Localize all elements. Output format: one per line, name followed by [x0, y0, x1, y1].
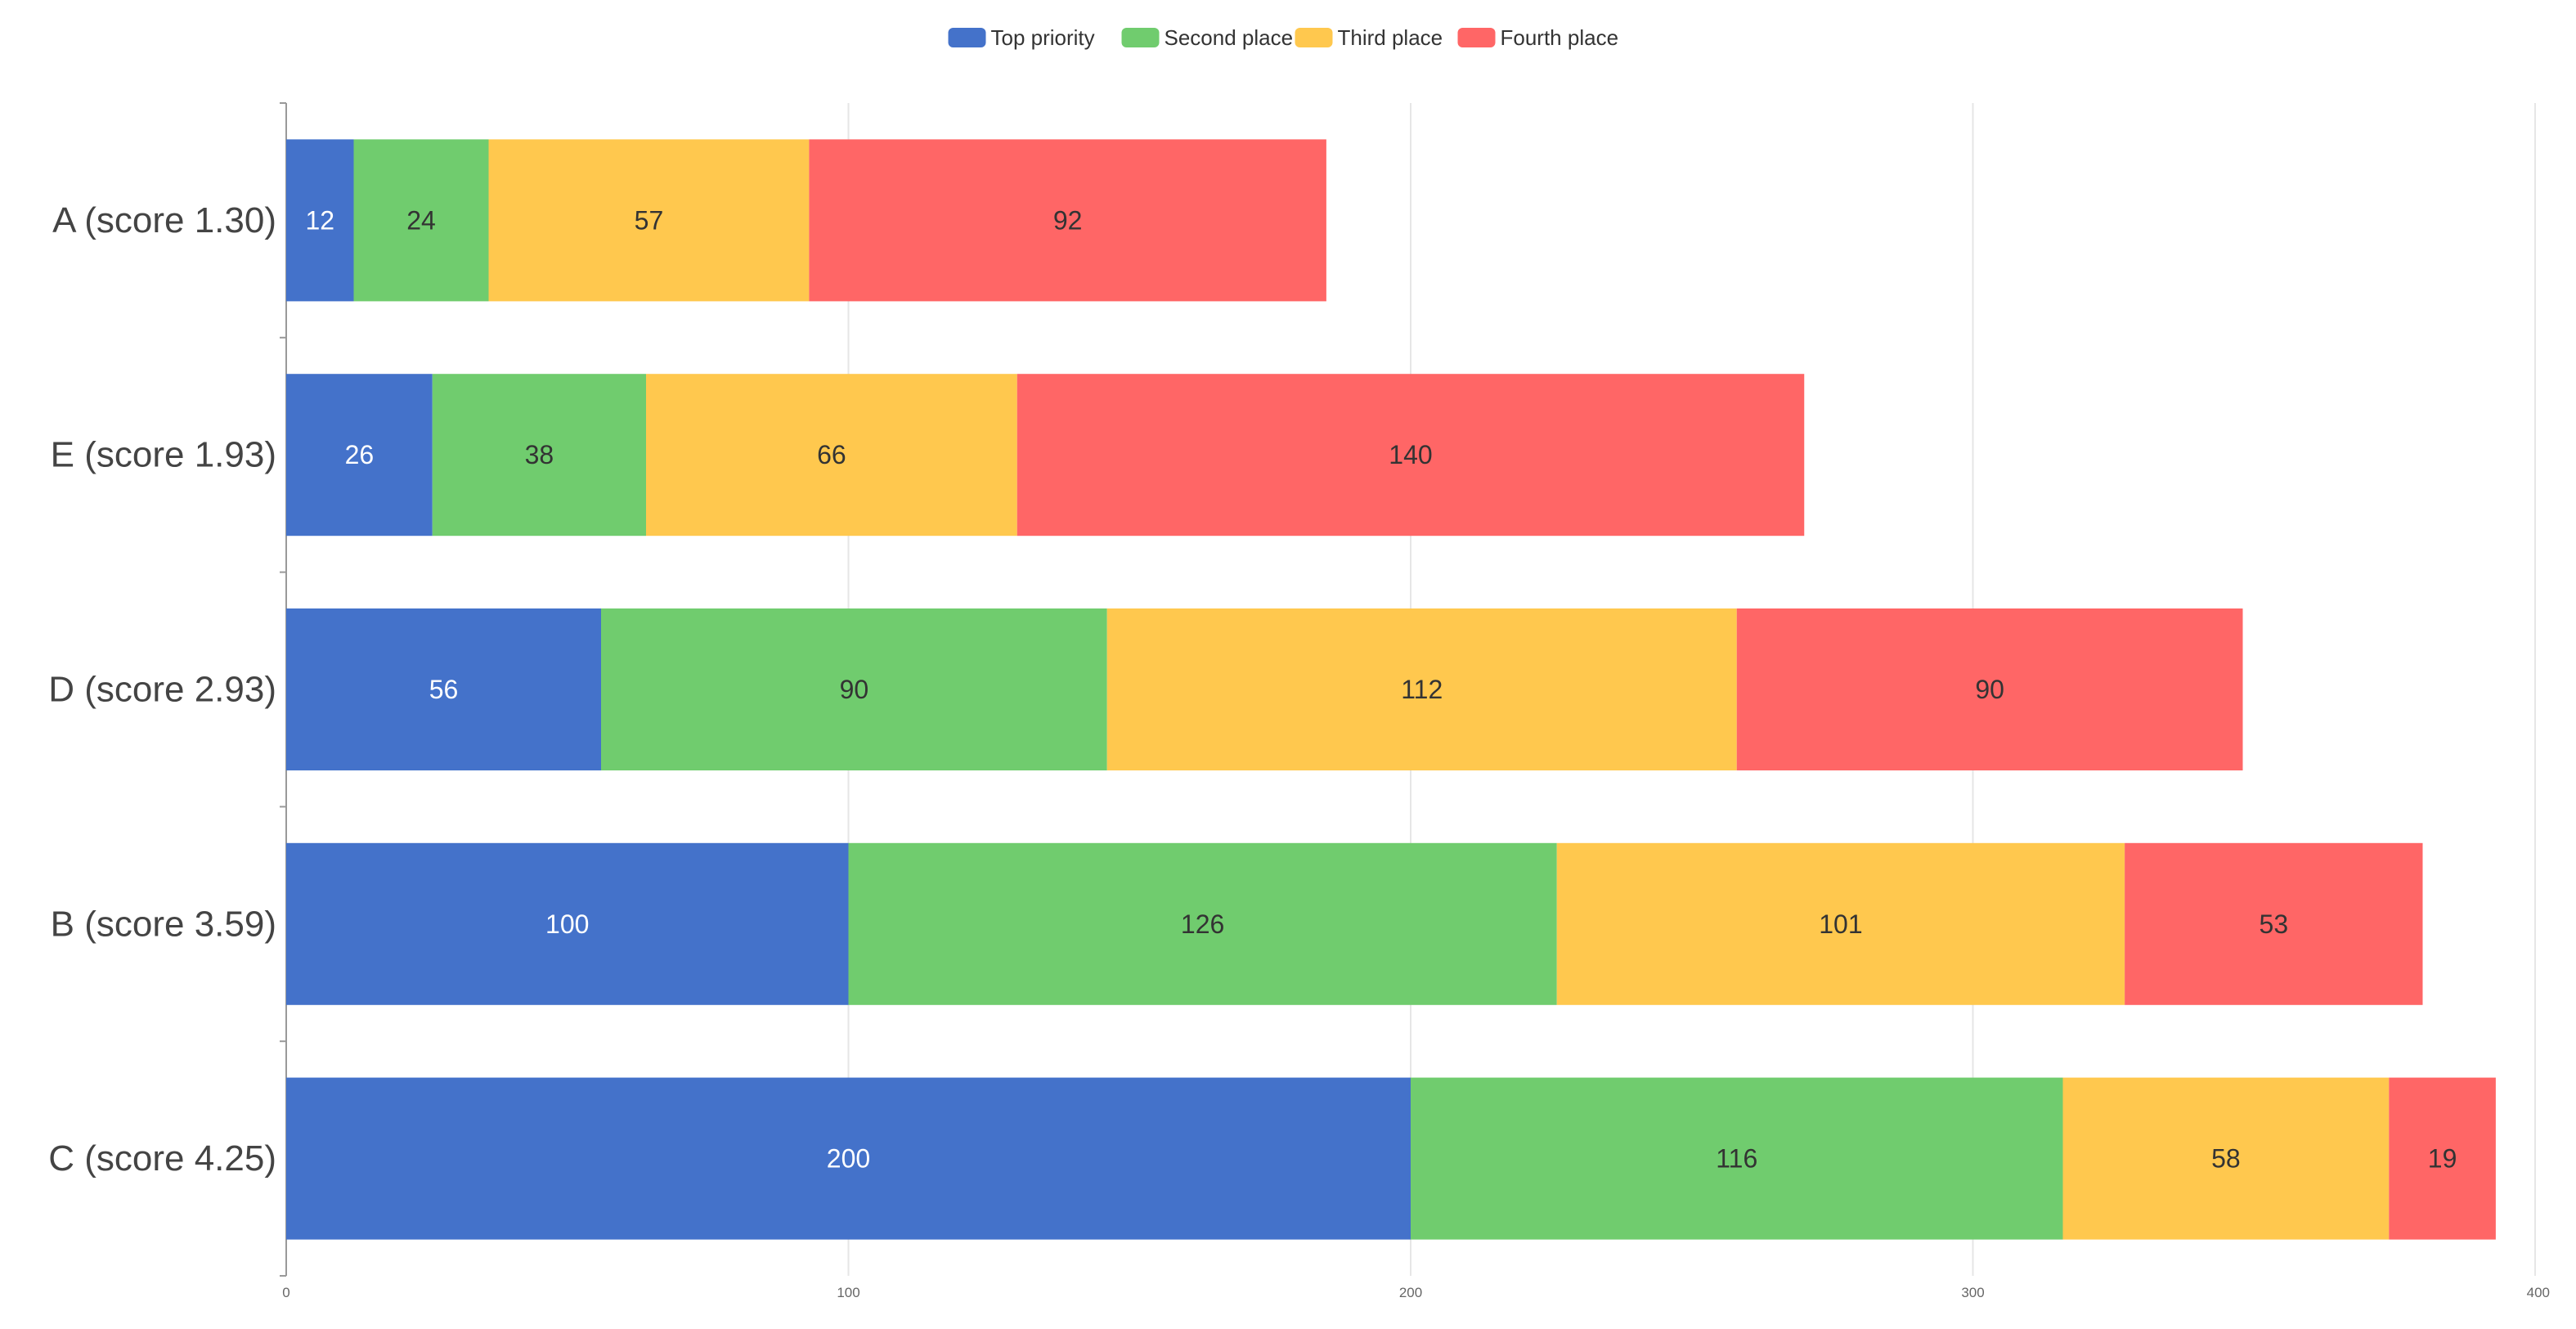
bar-0-2 [488, 139, 810, 302]
bar-1-2 [646, 374, 1017, 537]
bar-label-1-2: 66 [817, 440, 846, 469]
bar-2-0 [286, 608, 601, 770]
legend-swatch-1 [1121, 28, 1160, 47]
legend-item-3[interactable]: Fourth place [1457, 25, 1619, 50]
x-tick-labels: 0 100 200 300 400 [282, 1285, 2550, 1300]
axes [280, 102, 287, 1277]
x-tick-label-2: 200 [1399, 1285, 1422, 1300]
category-label-4: C (score 4.25) [48, 1138, 276, 1179]
x-tick-label-3: 300 [1961, 1285, 1984, 1300]
category-label-2: D (score 2.93) [48, 670, 276, 710]
bar-1-1 [432, 374, 646, 537]
bar-2-1 [601, 608, 1107, 770]
category-labels: A (score 1.30) E (score 1.93) D (score 2.9… [48, 200, 276, 1179]
legend-swatch-3 [1457, 28, 1496, 47]
bar-3-1 [848, 842, 1557, 1005]
bar-label-4-2: 58 [2211, 1144, 2241, 1174]
bar-4-0 [286, 1077, 1411, 1240]
bar-4-3 [2389, 1077, 2496, 1240]
bar-label-4-1: 116 [1716, 1144, 1757, 1174]
bar-label-4-0: 200 [827, 1144, 870, 1174]
x-tick-label-0: 0 [282, 1285, 289, 1300]
bar-3-3 [2125, 842, 2423, 1005]
bar-0-3 [809, 139, 1326, 302]
bar-label-1-0: 26 [345, 440, 375, 469]
legend-label-3: Fourth place [1501, 25, 1619, 50]
bar-0-0 [286, 139, 354, 302]
bar-label-0-0: 12 [305, 205, 334, 235]
legend-item-2[interactable]: Third place [1295, 25, 1443, 50]
legend-swatch-2 [1295, 28, 1333, 47]
bar-0-1 [353, 139, 489, 302]
legend-item-1[interactable]: Second place [1121, 25, 1294, 50]
legend-swatch-0 [948, 28, 986, 47]
legend-label-1: Second place [1165, 25, 1294, 50]
bar-label-3-1: 126 [1181, 909, 1224, 939]
bar-label-3-3: 53 [2260, 909, 2289, 939]
category-label-1: E (score 1.93) [51, 435, 276, 475]
bar-label-2-3: 90 [1975, 675, 2004, 704]
bar-label-4-3: 19 [2428, 1144, 2457, 1174]
bar-1-0 [286, 374, 433, 537]
category-label-0: A (score 1.30) [52, 200, 276, 240]
bar-label-2-1: 90 [840, 675, 869, 704]
bars: 12 24 57 92 26 38 66 140 56 90 112 90 100 126 101 53 200… [286, 139, 2496, 1240]
bar-label-0-3: 92 [1053, 205, 1083, 235]
bar-1-3 [1016, 374, 1805, 537]
bar-label-1-3: 140 [1389, 440, 1432, 469]
bar-4-1 [1411, 1077, 2063, 1240]
legend-item-0[interactable]: Top priority [948, 25, 1095, 50]
x-tick-label-1: 100 [837, 1285, 859, 1300]
bar-label-0-2: 57 [635, 205, 664, 235]
legend: Top priority Second place Third place Fourt… [948, 25, 1619, 50]
bar-2-3 [1736, 608, 2243, 770]
legend-label-0: Top priority [991, 25, 1095, 50]
bar-label-3-2: 101 [1819, 909, 1862, 939]
bar-2-2 [1106, 608, 1737, 770]
bar-3-2 [1556, 842, 2125, 1005]
bar-label-0-1: 24 [406, 205, 436, 235]
bar-4-2 [2062, 1077, 2390, 1240]
legend-label-2: Third place [1338, 25, 1443, 50]
bar-label-3-0: 100 [545, 909, 589, 939]
category-label-3: B (score 3.59) [51, 904, 276, 944]
bar-label-2-2: 112 [1401, 675, 1443, 704]
bar-3-0 [286, 842, 849, 1005]
bar-label-2-0: 56 [429, 675, 459, 704]
bar-label-1-1: 38 [525, 440, 554, 469]
x-tick-label-4: 400 [2527, 1285, 2550, 1300]
